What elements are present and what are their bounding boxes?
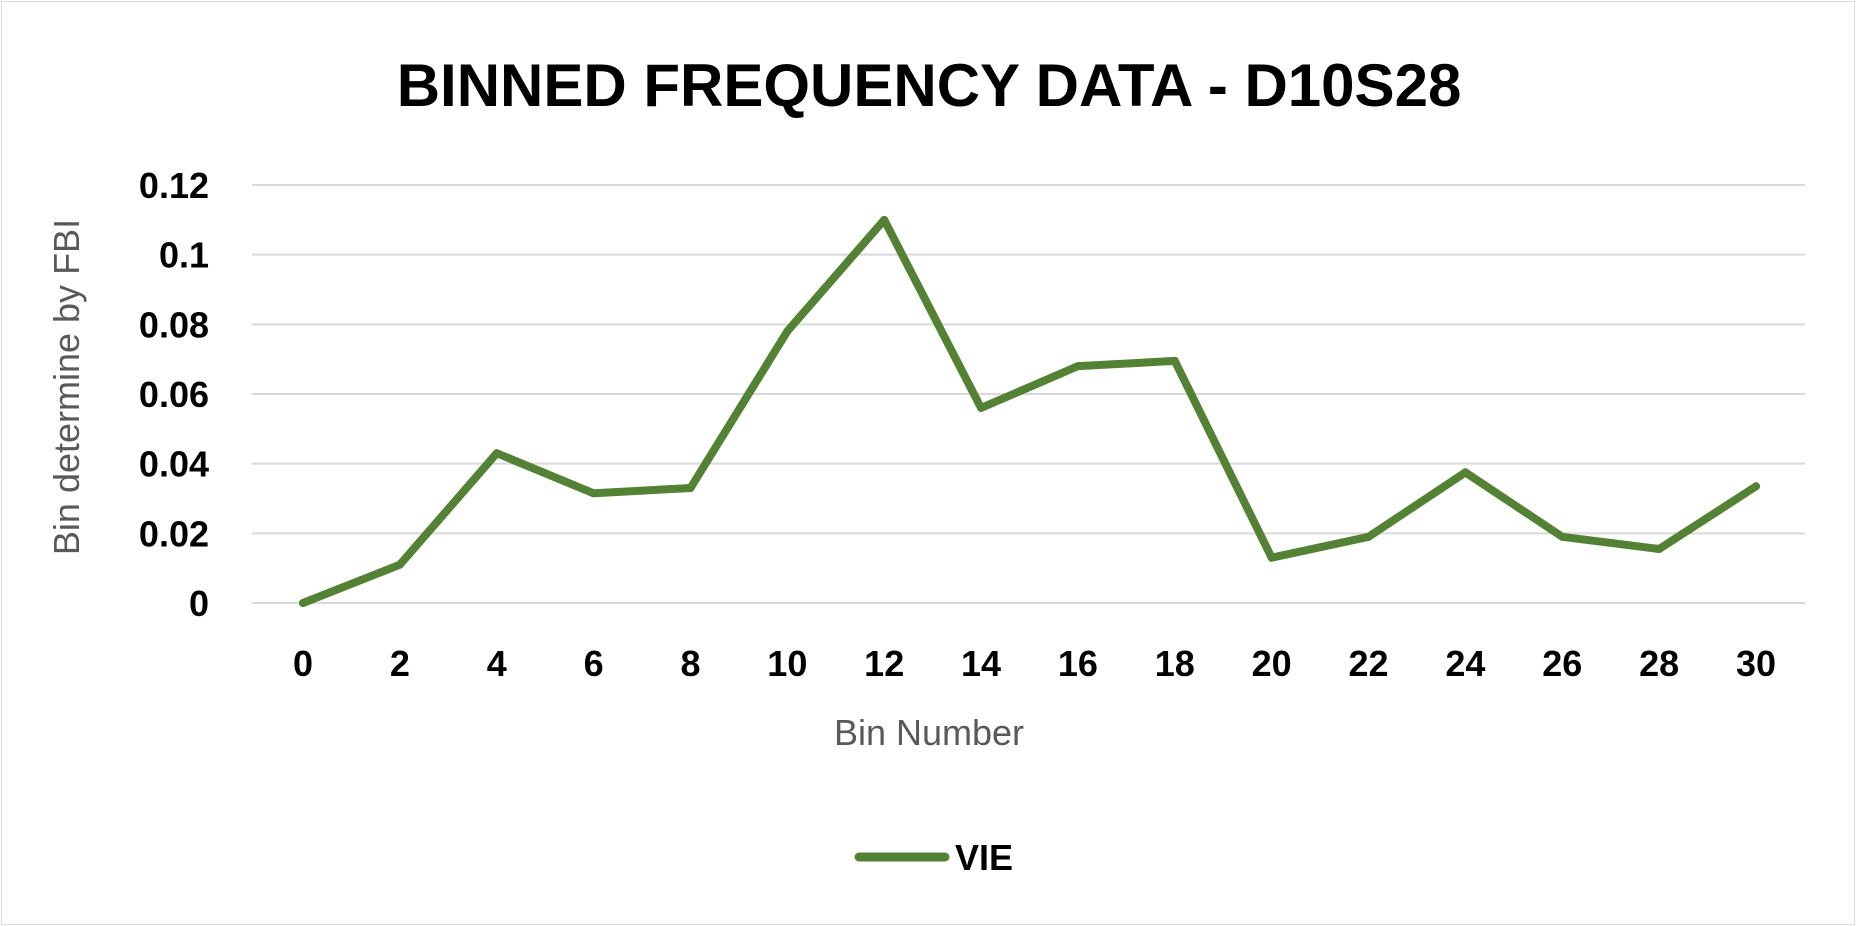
data-point	[686, 484, 695, 493]
gridlines	[252, 184, 1805, 604]
x-tick-label: 30	[1736, 643, 1776, 684]
y-tick-label: 0.06	[139, 374, 209, 415]
data-point	[1364, 532, 1373, 541]
y-axis-ticks: 0 0.02 0.04 0.06 0.08 0.1 0.12	[139, 165, 209, 624]
x-tick-label: 4	[487, 643, 507, 684]
series-lines	[299, 215, 1760, 607]
y-tick-label: 0.08	[139, 304, 209, 345]
x-tick-label: 16	[1058, 643, 1098, 684]
y-axis-label: Bin determine by FBI	[46, 219, 87, 555]
x-tick-label: 10	[767, 643, 807, 684]
x-tick-label: 22	[1349, 643, 1389, 684]
y-tick-label: 0.04	[139, 444, 209, 485]
x-tick-label: 6	[584, 643, 604, 684]
data-point	[1073, 362, 1082, 371]
data-point	[492, 449, 501, 458]
x-tick-label: 14	[961, 643, 1001, 684]
legend: VIE	[854, 837, 1013, 878]
data-point	[783, 327, 792, 336]
y-tick-label: 0.02	[139, 513, 209, 554]
x-tick-label: 8	[680, 643, 700, 684]
data-point	[880, 215, 889, 224]
data-point	[1461, 468, 1470, 477]
y-tick-label: 0.12	[139, 165, 209, 206]
data-point	[1752, 482, 1760, 491]
x-tick-label: 24	[1445, 643, 1485, 684]
x-axis-ticks: 0 2 4 6 8 10 12 14 16 18 20 22 24 26 28 30	[293, 643, 1776, 684]
data-point	[1655, 545, 1664, 554]
legend-label: VIE	[955, 837, 1013, 878]
data-point	[1558, 532, 1567, 541]
y-tick-label: 0.1	[159, 235, 209, 276]
data-point	[589, 489, 598, 498]
y-tick-label: 0	[189, 583, 209, 624]
x-tick-label: 2	[390, 643, 410, 684]
x-tick-label: 20	[1252, 643, 1292, 684]
x-tick-label: 28	[1639, 643, 1679, 684]
data-point	[395, 560, 404, 569]
chart-title: BINNED FREQUENCY DATA - D10S28	[397, 52, 1462, 119]
data-point	[299, 599, 307, 607]
data-point	[977, 403, 986, 412]
x-tick-label: 26	[1542, 643, 1582, 684]
data-point	[1170, 356, 1179, 365]
x-tick-label: 0	[293, 643, 313, 684]
x-axis-label: Bin Number	[834, 712, 1024, 753]
data-point	[1267, 553, 1276, 562]
x-tick-label: 12	[864, 643, 904, 684]
series-line-vie	[299, 215, 1760, 607]
x-tick-label: 18	[1155, 643, 1195, 684]
